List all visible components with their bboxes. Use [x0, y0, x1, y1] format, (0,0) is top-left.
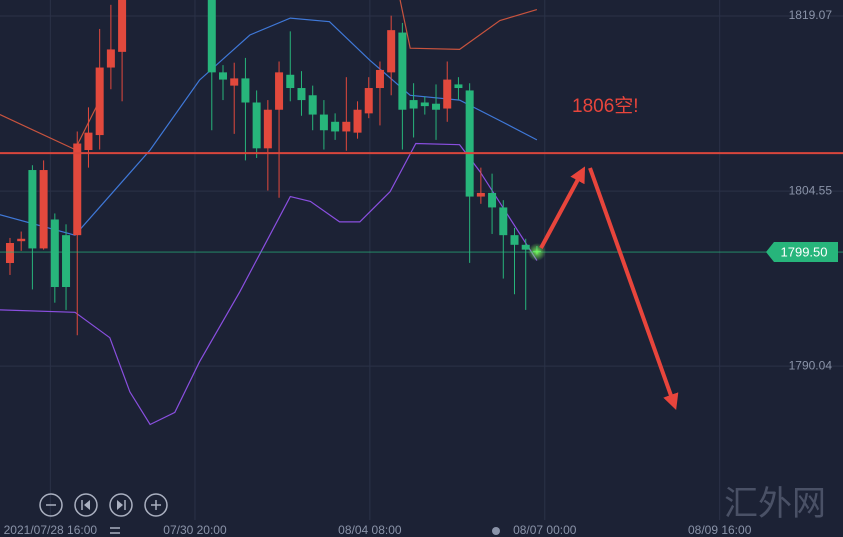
candle-body	[62, 235, 71, 288]
candle-body	[106, 49, 115, 68]
candle-body	[218, 72, 227, 80]
candle-body	[409, 100, 418, 109]
candle-body	[454, 84, 463, 89]
x-tick-label: 2021/07/28 16:00	[4, 523, 98, 537]
arrow-up	[539, 166, 586, 249]
candle-body	[28, 170, 37, 249]
band-line	[0, 142, 538, 426]
last-price-label: 1799.50	[781, 244, 828, 259]
arrow-down	[588, 167, 679, 411]
scroll-start-button[interactable]	[74, 493, 98, 517]
scroll-end-button[interactable]	[109, 493, 133, 517]
candle-body	[499, 207, 508, 236]
candle-body	[17, 238, 26, 242]
plot-area	[0, 0, 843, 426]
candle-body	[308, 95, 317, 115]
candle-body	[39, 170, 48, 249]
zoom-controls	[39, 493, 500, 535]
candle-body	[230, 78, 239, 86]
candle-body	[84, 132, 93, 151]
candle-body	[5, 242, 14, 264]
x-tick-label: 08/09 16:00	[688, 523, 752, 537]
candle-body	[263, 109, 272, 149]
candle-body	[275, 72, 284, 110]
candle-body	[50, 219, 59, 288]
candle-body	[353, 109, 362, 133]
candle-body	[510, 235, 519, 245]
candle-body	[342, 121, 351, 132]
candle-body	[443, 79, 452, 109]
watermark: 汇外网	[724, 484, 826, 524]
y-tick-label: 1790.04	[789, 358, 833, 372]
zoom-out-button[interactable]	[39, 493, 63, 517]
candle-body	[241, 78, 250, 103]
arrows	[539, 166, 679, 411]
candle-body	[375, 69, 384, 89]
candle-body	[432, 103, 441, 110]
y-tick-label: 1804.55	[789, 183, 833, 197]
candle-body	[297, 88, 306, 101]
x-tick-label: 08/07 00:00	[513, 523, 577, 537]
candle-body	[331, 121, 340, 132]
grid	[0, 0, 843, 520]
candle-body	[488, 192, 497, 208]
annotation: 1806空!	[572, 95, 639, 117]
candle-body	[95, 67, 104, 136]
candle-body	[364, 88, 373, 114]
zoom-in-button[interactable]	[144, 493, 168, 517]
y-tick-label: 1819.07	[789, 8, 833, 22]
candle-body	[398, 32, 407, 110]
candle-body	[286, 74, 295, 89]
candle-body	[252, 102, 261, 149]
last-price-tag	[766, 242, 838, 263]
candle-body	[118, 0, 127, 52]
candle-body	[319, 114, 328, 131]
candle-body	[521, 244, 530, 250]
menu-button[interactable]	[110, 527, 120, 534]
candle-body	[207, 0, 216, 73]
candle-body	[476, 192, 485, 197]
scroll-handle[interactable]	[492, 527, 500, 535]
candle-body	[73, 143, 82, 236]
x-tick-label: 07/30 20:00	[163, 523, 227, 537]
x-tick-label: 08/04 08:00	[338, 523, 402, 537]
candle-body	[387, 30, 396, 73]
candle-body	[420, 102, 429, 107]
candle-body	[465, 90, 474, 197]
